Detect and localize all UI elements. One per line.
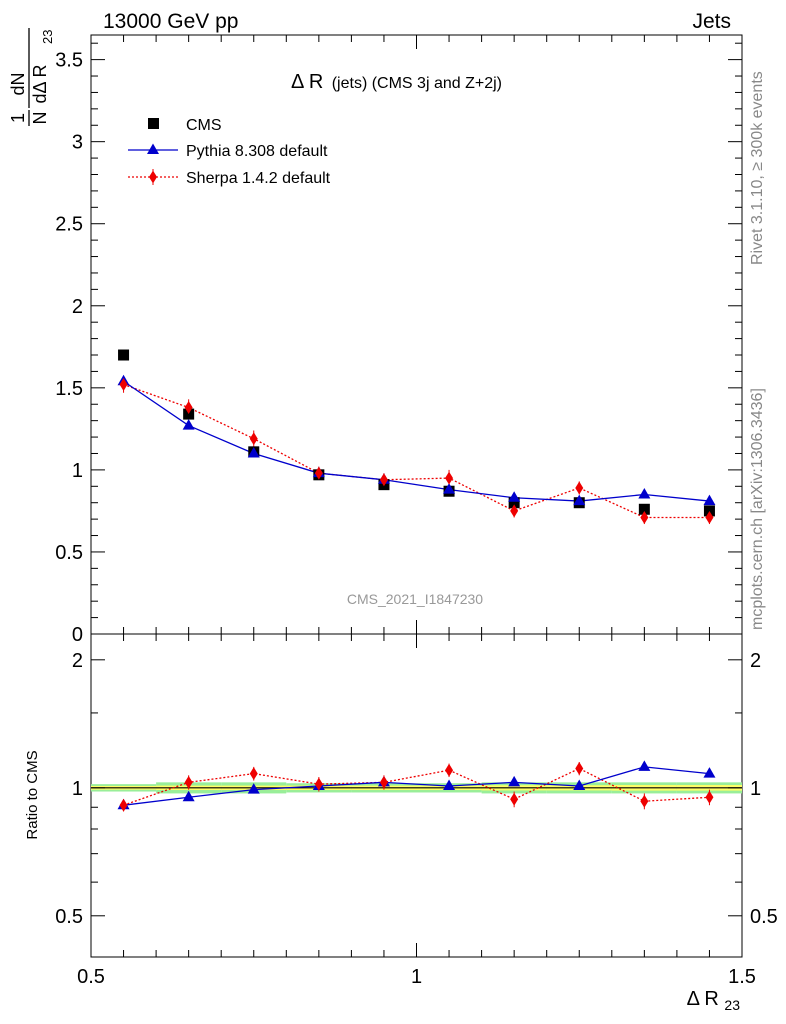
ratio-sherpa-point [510, 792, 519, 806]
ratio-pythia-point [443, 779, 456, 790]
ratio-sherpa-point [249, 767, 258, 781]
ratio-sherpa-line [123, 767, 710, 806]
main-ylabel-dn: dN [8, 72, 28, 95]
legend-label-sherpa: Sherpa 1.4.2 default [186, 170, 331, 187]
ratio-ytick-label-left: 0.5 [55, 906, 83, 928]
ratio-ytick-label-right: 0.5 [750, 906, 778, 928]
sherpa-point [119, 378, 128, 392]
ratio-xlabel-sub: 23 [724, 997, 740, 1013]
ratio-xtick-label: 0.5 [77, 966, 105, 988]
sherpa-point [314, 466, 323, 480]
legend-label-pythia: Pythia 8.308 default [186, 143, 328, 160]
ratio-sherpa-point [705, 790, 714, 804]
sherpa-point [184, 401, 193, 415]
ratio-ylabel: Ratio to CMS [24, 750, 41, 839]
pythia-point [638, 488, 651, 499]
ratio-pythia-line [123, 766, 710, 806]
plot-title: Δ R (jets) (CMS 3j and Z+2j) [291, 71, 502, 93]
mcplots-label: mcplots.cern.ch [arXiv:1306.3436] [749, 388, 766, 630]
ratio-ytick-label-left: 2 [72, 650, 83, 672]
main-ylabel-sub: 23 [40, 30, 55, 44]
pythia-point [182, 419, 195, 430]
pythia-point [703, 494, 716, 506]
cms-point [703, 505, 715, 517]
analysis-id: CMS_2021_I1847230 [347, 591, 483, 607]
ratio-xtick-label: 1 [411, 966, 422, 988]
legend-entry-cms: CMS [148, 117, 222, 134]
energy-label: 13000 GeV pp [103, 10, 238, 33]
ratio-sherpa-point [379, 775, 388, 789]
ratio-pythia-point [573, 779, 586, 790]
ratio-sherpa-point [575, 762, 584, 776]
ratio-pythia-point [703, 767, 716, 778]
sherpa-point [705, 510, 714, 524]
ratio-sherpa-point [445, 763, 454, 777]
ratio-pythia-point [247, 783, 260, 794]
legend-marker-diamond [149, 170, 157, 184]
main-axis-ticks: 0 0.5 1 1.5 2 2.5 3 3.5 [55, 35, 743, 646]
pythia-line [123, 380, 710, 502]
sherpa-point [249, 432, 258, 446]
sherpa-point [379, 473, 388, 487]
main-ylabel-one: 1 [8, 113, 28, 123]
pythia-point [573, 494, 586, 506]
ratio-sherpa-point [314, 777, 323, 791]
main-ytick-label: 3.5 [55, 50, 83, 72]
cms-point [508, 497, 520, 509]
ratio-sherpa-point [184, 775, 193, 789]
sherpa-point [575, 481, 584, 495]
sherpa-line [123, 383, 710, 519]
legend-label-cms: CMS [186, 117, 222, 134]
legend-marker-triangle [147, 143, 159, 154]
sherpa-point [510, 504, 519, 518]
main-ylabel-dr: dΔ R [30, 64, 50, 103]
ratio-xtick-label: 1.5 [728, 966, 756, 988]
ratio-sherpa-point [119, 798, 128, 812]
legend: CMS Pythia 8.308 default Sherpa 1.4.2 de… [128, 117, 331, 187]
main-ylabel: 1 N dN dΔ R 23 [8, 28, 55, 126]
main-ytick-label: 0.5 [55, 542, 83, 564]
pythia-point [508, 491, 521, 502]
plot-title-main: Δ R [291, 71, 323, 93]
main-ytick-label: 2 [72, 296, 83, 318]
main-ytick-label: 1 [72, 460, 83, 482]
ratio-axis-ticks: 0.5 0.5 1 1 2 2 0.5 1 1.5 [55, 634, 778, 988]
ratio-ytick-label-right: 1 [750, 778, 761, 800]
sherpa-point [445, 471, 454, 485]
main-ytick-label: 1.5 [55, 378, 83, 400]
cms-point [118, 349, 130, 361]
plot-title-detail: (jets) (CMS 3j and Z+2j) [332, 75, 502, 92]
sherpa-point [640, 510, 649, 524]
ratio-series [117, 760, 716, 812]
pythia-point [247, 446, 260, 458]
main-ytick-label: 3 [72, 132, 83, 154]
legend-entry-sherpa: Sherpa 1.4.2 default [128, 169, 331, 187]
ratio-sherpa-point [640, 794, 649, 808]
main-ytick-label: 2.5 [55, 214, 83, 236]
rivet-label: Rivet 3.1.10, ≥ 300k events [749, 71, 766, 265]
main-ylabel-n: N [30, 112, 50, 125]
legend-entry-pythia: Pythia 8.308 default [128, 143, 328, 160]
ratio-pythia-point [182, 790, 195, 802]
cms-point [183, 408, 195, 420]
ratio-pythia-point [638, 760, 651, 771]
legend-marker-square [148, 118, 159, 129]
main-ytick-label: 0 [72, 624, 83, 646]
ratio-xlabel: Δ R 23 [687, 988, 741, 1013]
ratio-ytick-label-left: 1 [72, 778, 83, 800]
main-series [117, 349, 716, 525]
ratio-panel: 0.5 0.5 1 1 2 2 0.5 1 1.5 Ratio to CMS Δ R 23 [24, 633, 778, 1013]
main-panel: 0 0.5 1 1.5 2 2.5 3 3.5 Δ R (jets) (CMS 3j and … [8, 28, 743, 646]
pythia-point [443, 483, 456, 494]
process-label: Jets [692, 10, 731, 33]
cms-point [638, 503, 650, 515]
ratio-xlabel-main: Δ R [687, 988, 719, 1010]
ratio-pythia-point [508, 775, 521, 787]
ratio-ytick-label-right: 2 [750, 650, 761, 672]
